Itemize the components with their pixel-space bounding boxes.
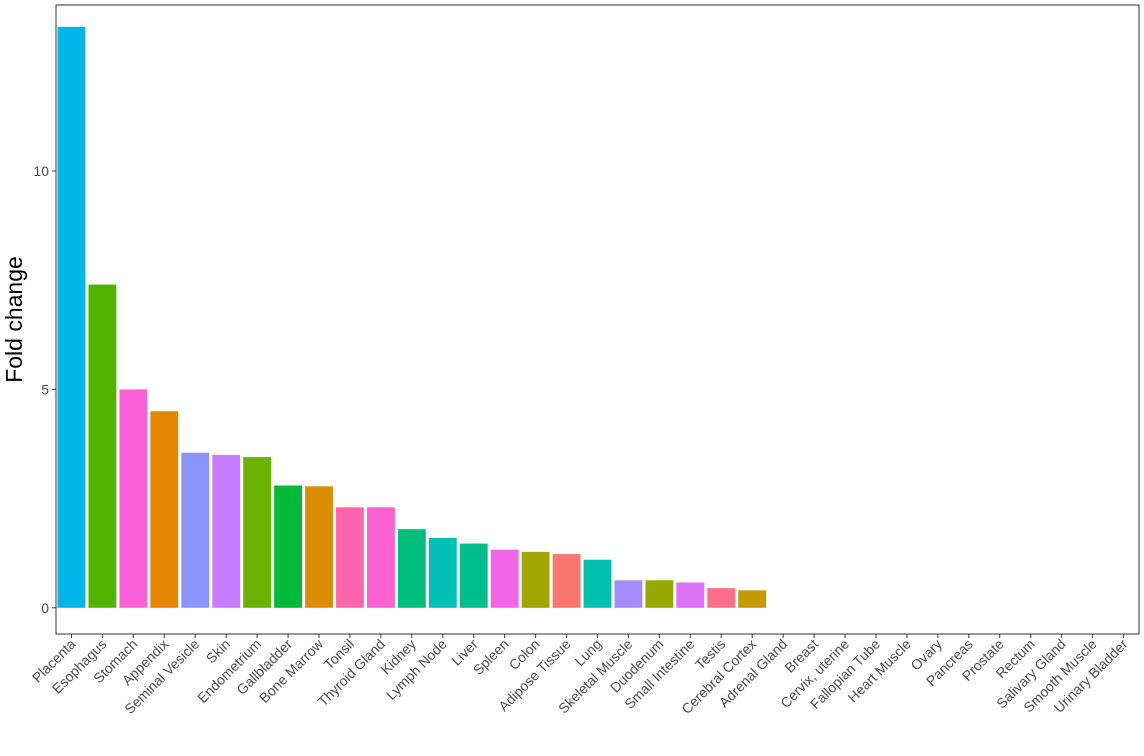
bar-stomach <box>119 389 148 608</box>
bar-gallbladder <box>274 485 302 608</box>
bar-seminal-vesicle <box>181 452 210 608</box>
bar-placenta <box>57 26 86 608</box>
bar-colon <box>521 551 550 608</box>
bar-tonsil <box>336 507 364 608</box>
x-tick-label: Spleen <box>470 636 512 678</box>
bar-bone-marrow <box>305 486 333 608</box>
bar-liver <box>459 543 488 608</box>
y-tick-label: 0 <box>41 600 49 616</box>
bar-appendix <box>150 411 179 608</box>
bar-esophagus <box>88 284 117 608</box>
bar-thyroid-gland <box>366 507 395 608</box>
bar-endometrium <box>243 457 272 608</box>
bar-kidney <box>397 529 426 608</box>
bar-small-intestine <box>676 582 705 608</box>
y-tick-label: 5 <box>41 381 49 397</box>
bar-adipose-tissue <box>552 554 581 608</box>
bar-cerebral-cortex <box>738 590 767 608</box>
y-tick-label: 10 <box>33 163 49 179</box>
bar-skin <box>212 454 241 608</box>
x-axis: PlacentaEsophagusStomachAppendixSeminal … <box>29 634 1131 717</box>
bar-lung <box>583 559 612 608</box>
bar-spleen <box>490 549 519 608</box>
y-axis-title: Fold change <box>1 256 27 383</box>
bar-duodenum <box>645 580 674 608</box>
bar-lymph-node <box>428 537 457 608</box>
bar-skeletal-muscle <box>614 580 643 608</box>
y-axis: 0 5 10 <box>33 163 56 616</box>
bar-testis <box>707 588 736 608</box>
